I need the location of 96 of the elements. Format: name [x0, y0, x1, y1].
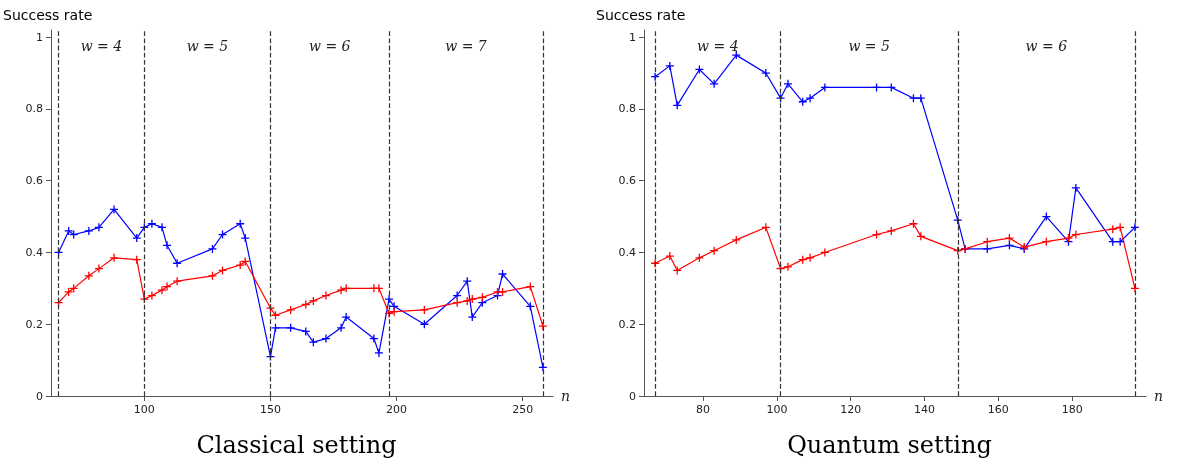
annotation: w = 4: [697, 38, 739, 54]
point: [172, 258, 182, 268]
point: [336, 285, 346, 295]
point: [467, 294, 477, 304]
y-tick-label: 0.2: [618, 317, 636, 331]
point: [336, 323, 346, 333]
y-tick-label: 0.6: [25, 174, 43, 188]
point: [172, 276, 182, 286]
annotation: w = 5: [186, 38, 229, 54]
point: [286, 305, 296, 315]
point: [452, 298, 462, 308]
point: [1063, 233, 1074, 243]
point: [709, 79, 719, 89]
x-tick-label: 80: [696, 403, 711, 416]
x-axis-title: n: [1154, 388, 1164, 404]
point: [384, 294, 394, 304]
annotation: w = 6: [1025, 38, 1068, 54]
point: [147, 219, 157, 229]
x-tick-label: 100: [133, 403, 155, 416]
x-tick-label: 140: [914, 403, 936, 416]
point: [94, 222, 104, 232]
x-tick-label: 200: [386, 403, 408, 416]
point: [321, 290, 331, 301]
point: [1108, 224, 1118, 234]
x-tick-label: 100: [766, 403, 788, 416]
point: [147, 290, 157, 301]
point: [374, 348, 384, 358]
annotation: w = 4: [80, 38, 123, 54]
y-axis-title: Success rate: [596, 7, 686, 23]
point: [308, 296, 318, 306]
y-tick-label: 0.6: [618, 174, 636, 188]
x-tick-label: 180: [1061, 403, 1083, 416]
point: [820, 247, 830, 258]
point: [665, 251, 675, 261]
point: [84, 226, 94, 236]
point: [389, 307, 399, 317]
y-tick-label: 1: [36, 30, 43, 44]
x-tick-label: 250: [512, 403, 534, 416]
point: [462, 296, 472, 306]
y-tick-label: 0.8: [25, 102, 43, 116]
y-tick-label: 0.8: [618, 102, 636, 116]
x-axis-title: n: [561, 388, 571, 404]
y-tick-label: 0: [629, 389, 636, 403]
point: [341, 283, 351, 293]
text: Quantum setting: [787, 431, 992, 459]
point: [132, 233, 142, 243]
point: [94, 263, 104, 274]
annotation: w = 6: [308, 38, 351, 54]
point: [820, 82, 830, 93]
point: [783, 262, 793, 272]
y-axis-title: Success rate: [3, 7, 93, 23]
point: [982, 244, 992, 254]
point: [162, 240, 172, 250]
point: [162, 281, 172, 292]
y-tick-label: 1: [629, 30, 636, 44]
x-tick-label: 150: [259, 403, 281, 416]
point: [235, 260, 245, 270]
point: [1071, 229, 1081, 240]
x-tick-label: 120: [840, 403, 862, 416]
point: [157, 285, 167, 295]
point: [207, 244, 218, 254]
y-tick-label: 0: [36, 389, 43, 403]
point: [1071, 183, 1081, 193]
point: [783, 79, 793, 89]
point: [731, 50, 741, 60]
x-tick-label: 160: [987, 403, 1009, 416]
y-tick-label: 0.4: [25, 245, 43, 259]
point: [452, 290, 462, 301]
annotation: w = 7: [445, 38, 487, 54]
point: [109, 253, 119, 263]
point: [731, 235, 741, 245]
point: [157, 222, 167, 232]
annotation: w = 5: [848, 38, 891, 54]
point: [109, 204, 119, 215]
point: [1004, 233, 1015, 243]
point: [321, 333, 331, 344]
point: [538, 321, 548, 331]
point: [419, 305, 429, 315]
point: [886, 226, 896, 236]
point: [374, 283, 384, 293]
text: Classical setting: [196, 431, 397, 459]
point: [761, 68, 771, 78]
point: [467, 312, 477, 322]
point: [497, 287, 508, 297]
point: [64, 287, 74, 297]
point: [497, 269, 508, 279]
y-tick-label: 0.2: [25, 317, 43, 331]
y-tick-label: 0.4: [618, 245, 636, 259]
point: [805, 253, 815, 263]
point: [665, 61, 675, 71]
point: [709, 246, 719, 256]
point: [805, 93, 815, 103]
point: [369, 333, 379, 344]
point: [341, 312, 351, 322]
point: [240, 233, 250, 243]
point: [694, 253, 705, 263]
